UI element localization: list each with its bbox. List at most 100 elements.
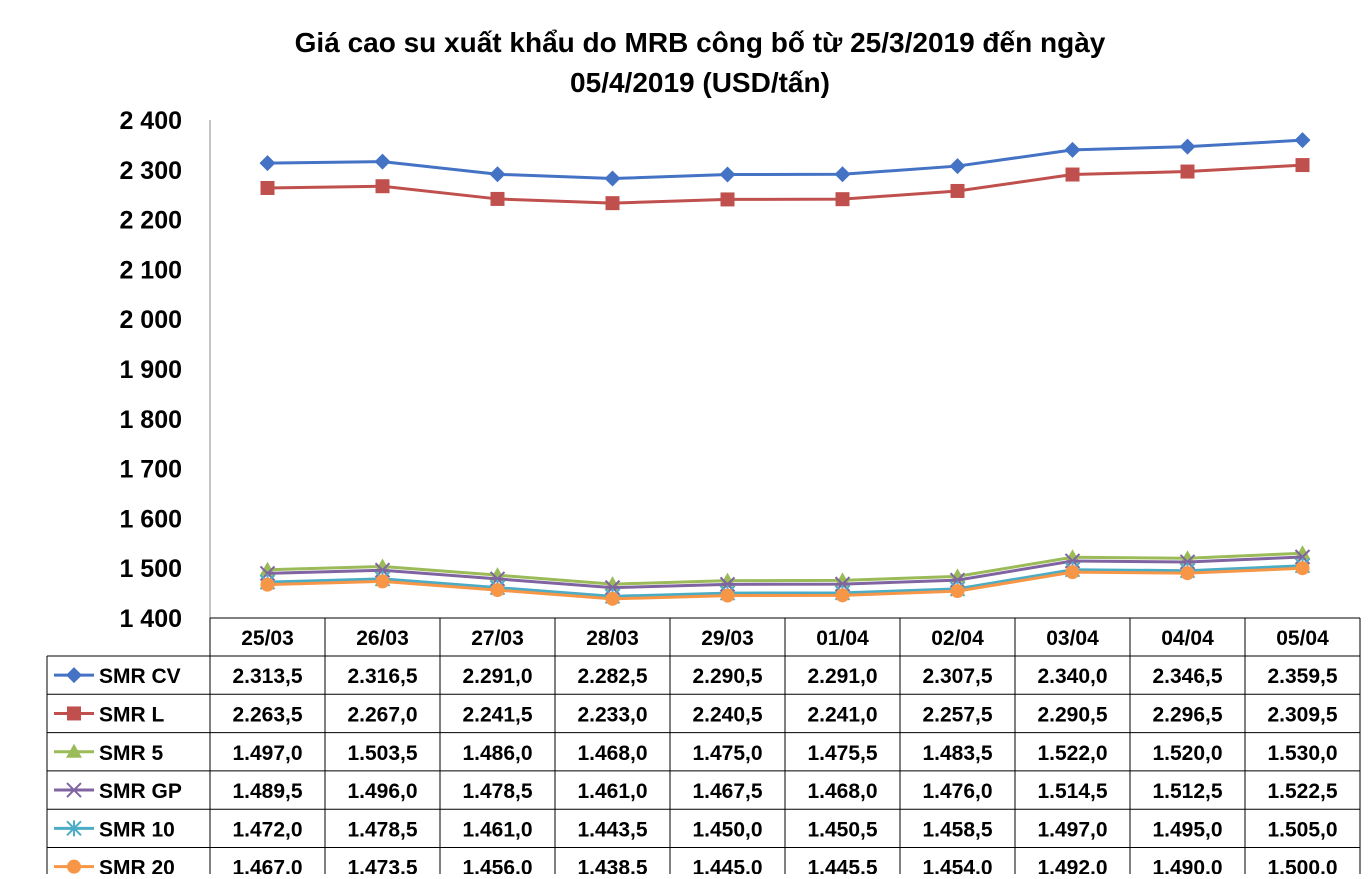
legend-series-name: SMR GP [99, 780, 182, 803]
table-cell-value: 1.473,5 [347, 857, 417, 874]
data-point-marker [67, 859, 81, 874]
table-cell-value: 1.445,5 [807, 857, 877, 874]
table-cell-value: 1.445,0 [692, 857, 762, 874]
table-cell-value: 1.454,0 [922, 857, 992, 874]
table-cell-value: 1.522,5 [1267, 780, 1337, 803]
data-point-marker [949, 158, 966, 175]
data-point-marker [1179, 138, 1196, 155]
table-cell-value: 1.503,5 [347, 742, 417, 765]
data-point-marker [1065, 565, 1080, 580]
data-point-marker [66, 782, 82, 798]
data-point-marker [719, 166, 736, 183]
table-cell-value: 2.340,0 [1037, 665, 1107, 688]
table-cell-value: 2.359,5 [1267, 665, 1337, 688]
series-line [267, 138, 1303, 181]
table-cell-value: 1.475,5 [807, 742, 877, 765]
x-category-label: 27/03 [471, 627, 524, 650]
data-point-marker [835, 192, 850, 207]
table-cell-value: 1.496,0 [347, 780, 417, 803]
chart-title-line2: 05/4/2019 (USD/tấn) [570, 67, 830, 98]
data-point-marker [489, 166, 506, 183]
data-point-marker [605, 591, 620, 606]
series-line [267, 163, 1303, 205]
table-cell-value: 2.290,5 [1037, 703, 1107, 726]
table-cell-value: 2.233,0 [577, 703, 647, 726]
series-line [267, 564, 1303, 598]
legend-key [54, 820, 94, 837]
table-cell-value: 2.240,5 [692, 703, 762, 726]
data-point-marker [835, 588, 850, 603]
legend-series-name: SMR L [99, 703, 165, 726]
table-cell-value: 1.472,0 [232, 818, 302, 841]
legend-series-name: SMR 10 [99, 818, 175, 841]
data-point-marker [260, 577, 275, 592]
table-cell-value: 1.478,5 [347, 818, 417, 841]
table-cell-value: 2.309,5 [1267, 703, 1337, 726]
data-point-marker [950, 183, 965, 198]
y-tick-label: 2 300 [119, 157, 182, 185]
table-cell-value: 1.520,0 [1152, 742, 1222, 765]
data-point-marker [1180, 164, 1195, 179]
data-point-marker [720, 192, 735, 207]
table-cell-value: 1.438,5 [577, 857, 647, 874]
data-point-marker [260, 180, 275, 195]
legend-key [54, 706, 94, 721]
legend-key [54, 743, 94, 758]
series-smr-20 [260, 561, 1310, 606]
table-cell-value: 1.522,0 [1037, 742, 1107, 765]
x-category-label: 03/04 [1046, 627, 1099, 650]
x-category-label: 25/03 [241, 627, 294, 650]
x-category-label: 26/03 [356, 627, 409, 650]
series-line [267, 555, 1303, 590]
data-point-marker [259, 155, 276, 172]
legend-series-name: SMR 5 [99, 742, 164, 765]
chart-title-line1: Giá cao su xuất khẩu do MRB công bố từ 2… [295, 27, 1106, 58]
table-cell-value: 2.263,5 [232, 703, 302, 726]
table-cell-value: 2.296,5 [1152, 703, 1222, 726]
table-cell-value: 1.497,0 [1037, 818, 1107, 841]
data-point-marker [1295, 158, 1310, 173]
series-smr-cv [259, 132, 1311, 187]
legend-key [54, 667, 94, 684]
table-cell-value: 2.241,5 [462, 703, 532, 726]
data-point-marker [66, 667, 82, 684]
table-cell-value: 2.291,0 [462, 665, 532, 688]
table-cell-value: 2.313,5 [232, 665, 302, 688]
table-cell-value: 1.486,0 [462, 742, 532, 765]
data-point-marker [950, 584, 965, 599]
table-cell-value: 2.291,0 [807, 665, 877, 688]
table-cell-value: 1.450,5 [807, 818, 877, 841]
data-point-marker [490, 191, 505, 206]
table-cell-value: 1.443,5 [577, 818, 647, 841]
table-cell-value: 2.316,5 [347, 665, 417, 688]
data-point-marker [720, 588, 735, 603]
data-point-marker [1180, 566, 1195, 581]
table-cell-value: 1.483,5 [922, 742, 992, 765]
y-tick-label: 1 500 [119, 555, 182, 583]
table-cell-value: 2.241,0 [807, 703, 877, 726]
table-cell-value: 1.495,0 [1152, 818, 1222, 841]
x-category-label: 05/04 [1276, 627, 1329, 650]
data-point-marker [490, 583, 505, 598]
data-point-marker [604, 170, 621, 187]
table-cell-value: 1.497,0 [232, 742, 302, 765]
x-category-label: 01/04 [816, 627, 869, 650]
table-cell-value: 1.467,5 [692, 780, 762, 803]
x-category-label: 29/03 [701, 627, 754, 650]
table-cell-value: 1.458,5 [922, 818, 992, 841]
legend-key [54, 859, 94, 874]
data-point-marker [1064, 141, 1081, 158]
data-point-marker [834, 166, 851, 183]
table-cell-value: 2.257,5 [922, 703, 992, 726]
data-point-marker [1295, 561, 1310, 576]
series-line [267, 566, 1303, 601]
table-cell-value: 1.490,0 [1152, 857, 1222, 874]
data-point-marker [605, 196, 620, 211]
table-cell-value: 1.450,0 [692, 818, 762, 841]
data-point-marker [1294, 132, 1311, 149]
data-point-marker [375, 574, 390, 589]
series-lines [259, 132, 1311, 606]
data-point-marker [375, 179, 390, 194]
y-tick-label: 1 800 [119, 406, 182, 434]
y-tick-label: 2 000 [119, 306, 182, 334]
